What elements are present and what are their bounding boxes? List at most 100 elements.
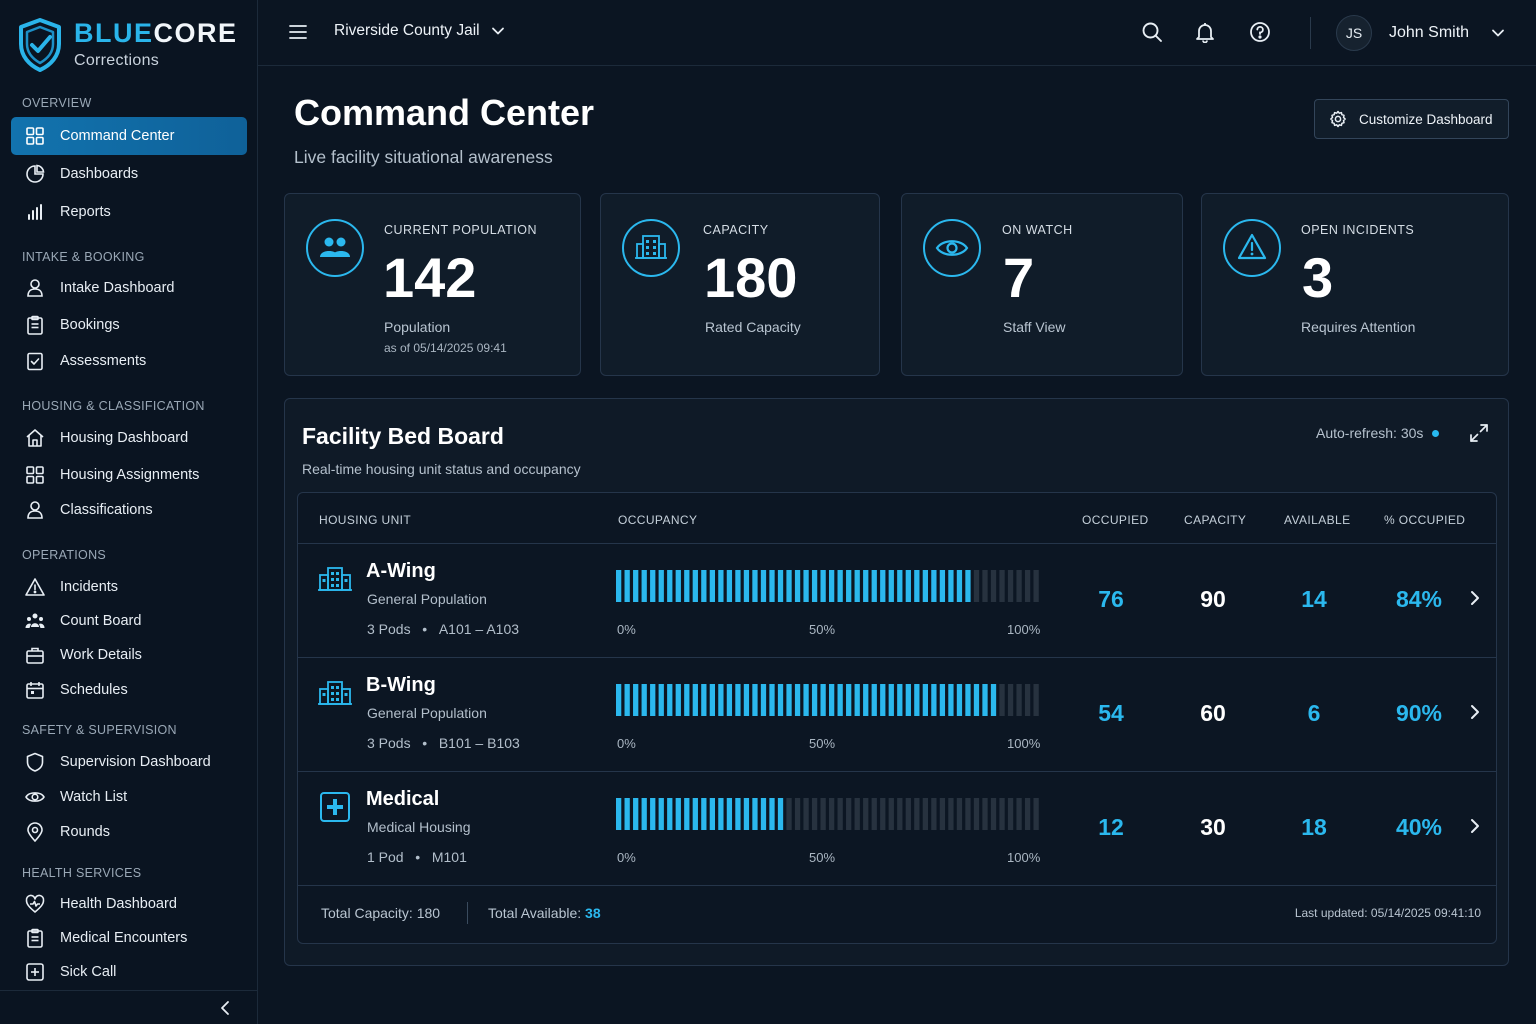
occupancy-segment-filled	[675, 570, 681, 602]
occupancy-segment-filled	[880, 570, 886, 602]
nav-section-intake: INTAKE & BOOKING	[22, 250, 145, 264]
occupancy-segment-empty	[1007, 798, 1014, 830]
search-icon[interactable]	[1141, 21, 1163, 43]
occupancy-segment-empty	[803, 798, 809, 830]
capacity-count: 60	[1200, 700, 1226, 726]
occupancy-segment-filled	[633, 570, 639, 602]
occupancy-segment-filled	[658, 570, 664, 602]
sidebar-item-label: Supervision Dashboard	[60, 754, 211, 770]
briefcase-icon	[26, 647, 44, 664]
table-row[interactable]: A-Wing General Population 3 Pods • A101 …	[298, 544, 1496, 658]
customize-dashboard-button[interactable]: Customize Dashboard	[1314, 99, 1509, 139]
bed-board-table: HOUSING UNIT OCCUPANCY OCCUPIED CAPACITY…	[297, 492, 1497, 944]
stat-card-open-incidents[interactable]: OPEN INCIDENTS 3 Requires Attention	[1201, 193, 1509, 376]
pie-chart-icon	[26, 164, 45, 183]
sidebar-item-count-board[interactable]: Count Board	[11, 602, 247, 640]
occupancy-segment-empty	[973, 570, 980, 602]
percent-occupied: 84%	[1395, 586, 1443, 612]
occupancy-segment-filled	[922, 684, 928, 716]
occupancy-segment-filled	[811, 570, 818, 602]
eye-icon	[25, 792, 45, 802]
sidebar-item-label: Health Dashboard	[60, 896, 177, 912]
sidebar-item-bookings[interactable]: Bookings	[11, 306, 247, 344]
tick-label: 0%	[617, 850, 636, 865]
occupancy-segment-filled	[931, 684, 937, 716]
stat-card-on-watch[interactable]: ON WATCH 7 Staff View	[901, 193, 1183, 376]
occupancy-segment-empty	[829, 798, 835, 830]
column-header: % OCCUPIED	[1384, 513, 1466, 527]
occupied-count: 12	[1098, 814, 1124, 840]
nav-section-health: HEALTH SERVICES	[22, 866, 142, 880]
sidebar: BLUECORE Corrections OVERVIEW Command Ce…	[0, 0, 258, 1024]
stat-card-capacity[interactable]: CAPACITY 180 Rated Capacity	[600, 193, 880, 376]
sidebar-item-schedules[interactable]: Schedules	[11, 671, 247, 709]
occupancy-segment-filled	[948, 684, 954, 716]
chevron-down-icon[interactable]	[1490, 25, 1506, 41]
chevron-left-icon[interactable]	[218, 1000, 234, 1016]
occupancy-bar	[616, 798, 1039, 830]
facility-selector[interactable]: Riverside County Jail	[334, 22, 506, 40]
chevron-right-icon[interactable]	[1468, 704, 1482, 720]
sidebar-item-sick-call[interactable]: Sick Call	[11, 953, 247, 991]
sidebar-item-rounds[interactable]: Rounds	[11, 813, 247, 851]
occupancy-segment-empty	[1024, 684, 1031, 716]
sidebar-item-housing-assignments[interactable]: Housing Assignments	[11, 456, 247, 494]
table-row[interactable]: B-Wing General Population 3 Pods • B101 …	[298, 658, 1496, 772]
stat-label: ON WATCH	[1002, 223, 1073, 237]
shield-icon	[26, 752, 44, 772]
sidebar-item-reports[interactable]: Reports	[11, 193, 247, 231]
eye-icon	[923, 219, 981, 277]
occupancy-segment-filled	[684, 570, 690, 602]
occupancy-segment-filled	[786, 570, 792, 602]
occupancy-segment-filled	[743, 684, 750, 716]
sidebar-item-assessments[interactable]: Assessments	[11, 342, 247, 380]
menu-icon[interactable]	[288, 22, 308, 42]
heart-icon	[25, 894, 45, 913]
occupancy-segment-filled	[709, 798, 715, 830]
occupancy-segment-filled	[624, 570, 630, 602]
stat-value: 7	[1003, 246, 1035, 309]
occupancy-segment-filled	[777, 798, 784, 830]
occupancy-segment-filled	[846, 570, 852, 602]
brand-logo[interactable]: BLUECORE Corrections	[18, 18, 238, 72]
sidebar-item-command-center[interactable]: Command Center	[11, 117, 247, 155]
occupancy-segment-filled	[914, 570, 920, 602]
expand-icon[interactable]	[1469, 423, 1489, 443]
sidebar-item-dashboards[interactable]: Dashboards	[11, 155, 247, 193]
bell-icon[interactable]	[1194, 21, 1216, 43]
sidebar-item-health-dashboard[interactable]: Health Dashboard	[11, 885, 247, 923]
occupancy-segment-filled	[863, 684, 869, 716]
user-icon	[27, 279, 43, 297]
chevron-right-icon[interactable]	[1468, 590, 1482, 606]
sidebar-item-medical-encounters[interactable]: Medical Encounters	[11, 919, 247, 957]
occupancy-segment-empty	[1024, 798, 1031, 830]
sidebar-item-housing-dashboard[interactable]: Housing Dashboard	[11, 419, 247, 457]
avatar[interactable]: JS	[1336, 15, 1372, 51]
sidebar-item-intake-dashboard[interactable]: Intake Dashboard	[11, 269, 247, 307]
occupancy-segment-filled	[837, 684, 843, 716]
occupancy-segment-filled	[735, 570, 741, 602]
sidebar-item-incidents[interactable]: Incidents	[11, 568, 247, 606]
sidebar-item-work-details[interactable]: Work Details	[11, 636, 247, 674]
occupancy-segment-filled	[743, 798, 750, 830]
column-header: CAPACITY	[1184, 513, 1247, 527]
occupancy-segment-filled	[641, 684, 647, 716]
home-icon	[26, 429, 44, 447]
stat-timestamp: as of 05/14/2025 09:41	[384, 341, 507, 355]
occupancy-segment-filled	[650, 570, 656, 602]
occupancy-segment-empty	[905, 798, 911, 830]
occupancy-segment-filled	[939, 684, 946, 716]
occupancy-bar	[616, 684, 1039, 716]
sidebar-item-watch-list[interactable]: Watch List	[11, 778, 247, 816]
sidebar-item-classifications[interactable]: Classifications	[11, 491, 247, 529]
grid-icon	[26, 127, 44, 145]
table-row[interactable]: Medical Medical Housing 1 Pod • M101 0% …	[298, 772, 1496, 886]
stat-label: OPEN INCIDENTS	[1301, 223, 1415, 237]
sidebar-item-label: Work Details	[60, 647, 142, 663]
sidebar-item-label: Rounds	[60, 824, 110, 840]
stat-card-population[interactable]: CURRENT POPULATION 142 Population as of …	[284, 193, 581, 376]
help-icon[interactable]	[1249, 21, 1271, 43]
user-name[interactable]: John Smith	[1389, 24, 1470, 41]
chevron-right-icon[interactable]	[1468, 818, 1482, 834]
sidebar-item-supervision-dashboard[interactable]: Supervision Dashboard	[11, 743, 247, 781]
